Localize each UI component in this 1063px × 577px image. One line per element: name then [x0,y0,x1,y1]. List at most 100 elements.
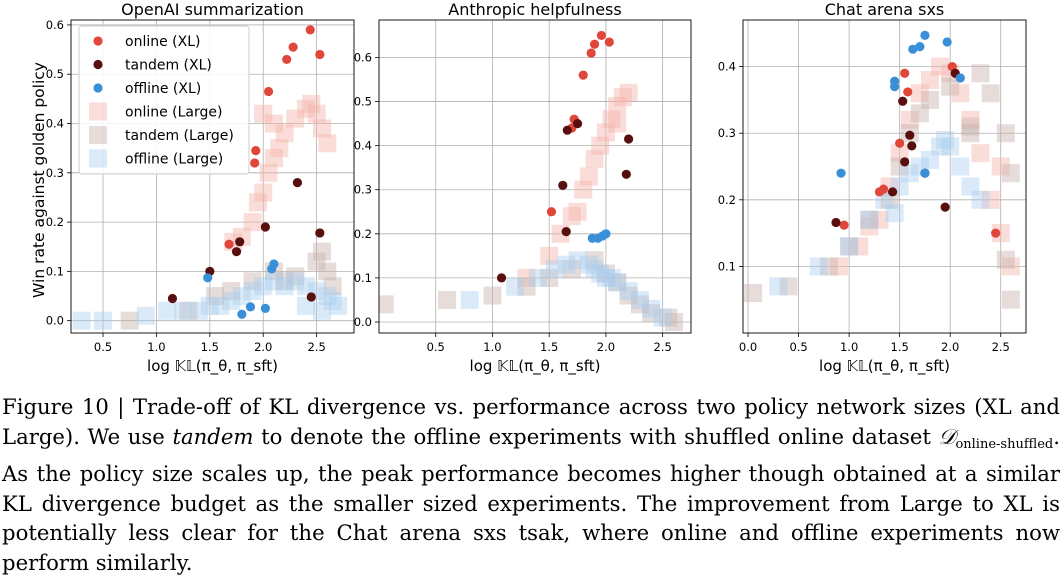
point-offline_large [328,296,347,315]
point-tandem_xl [292,178,302,188]
point-online_large [318,134,337,153]
x-tick-label: 2.5 [653,340,671,354]
point-online_large [971,144,990,163]
point-tandem_large [222,282,241,301]
point-tandem_large [206,287,225,306]
point-offline_large [602,268,621,287]
y-axis-label: Win rate against golden policy [30,62,48,298]
point-tandem_xl [621,169,631,179]
point-offline_large [840,237,859,256]
x-tick-label: 2.5 [307,340,325,354]
caption-dataset-subscript: online-shuffled [955,436,1054,452]
chart-title: Anthropic helpfulness [448,0,621,19]
x-tick-label: 2.0 [941,340,959,354]
y-tick-label: 0.2 [718,193,736,207]
point-tandem_xl [231,247,242,257]
point-tandem_large [540,268,559,287]
point-offline_large [619,282,638,301]
point-offline_large [608,273,627,292]
point-offline_xl [269,259,279,269]
point-offline_large [885,204,904,223]
point-offline_large [585,260,604,279]
point-offline_large [211,296,230,315]
point-tandem_xl [562,125,572,135]
point-tandem_large [120,311,139,330]
point-online_large [931,57,950,76]
point-tandem_xl [572,118,583,129]
point-tandem_xl [315,228,325,238]
point-offline_large [809,257,828,276]
point-offline_xl [955,73,965,83]
point-offline_large [72,311,91,330]
point-tandem_xl [907,141,917,151]
point-offline_large [630,290,649,309]
point-online_large [613,88,632,107]
point-offline_xl [237,309,247,319]
point-online_large [248,193,267,212]
point-online_xl [596,30,606,41]
chart-panel-3: 0.0 0.5 1.0 1.5 2.0 2.5 0.1 0.2 0.3 0.4 Chat arena… [718,0,1027,376]
point-offline_large [936,130,955,149]
data-marks [72,25,347,330]
caption-prefix: Figure 10 | Trade-off of KL divergence v… [2,394,1060,449]
point-online_large [860,217,879,236]
point-tandem_xl [496,273,507,283]
chart-title: Chat arena sxs [825,0,945,19]
y-tick-label: 0.4 [46,117,64,131]
point-offline_large [232,287,251,306]
y-tick-label: 0.1 [46,264,64,278]
point-online_large [243,213,262,232]
x-axis-label: log 𝕂𝕃(π_θ, π_sft) [819,357,950,376]
chart-panel-1: 0.5 1.0 1.5 2.0 2.5 0.0 0.1 0.2 0.3 0.4 0.5 0.6 Open… [46,0,355,376]
y-tick-label: 0.1 [354,271,372,285]
point-online_large [254,183,273,202]
point-tandem_large [941,77,960,96]
point-online_xl [282,54,292,65]
plot-frame [742,19,1027,334]
point-tandem_xl [624,134,634,144]
caption-dataset-symbol: 𝒟 [938,423,956,449]
point-offline_large [286,272,305,291]
point-offline_xl [920,168,930,178]
point-offline_large [296,277,315,296]
legend-marker-tandem_large [89,126,107,144]
figure-panels: 0.5 1.0 1.5 2.0 2.5 0.0 0.1 0.2 0.3 0.4 0.5 0.6 Open… [30,0,1027,376]
point-offline_large [190,301,209,320]
point-online_large [286,109,305,128]
point-online_large [302,94,321,113]
x-tick-label: 1.0 [147,340,165,354]
point-online_xl [578,70,588,80]
point-online_large [910,84,929,103]
point-offline_large [312,301,331,320]
point-online_large [991,157,1010,176]
point-tandem_large [961,124,980,143]
point-tandem_xl [900,157,910,167]
point-tandem_large [1001,164,1020,183]
point-tandem_large [1001,290,1020,309]
y-tick-label: 0.0 [354,315,372,329]
legend: online (XL) tandem (XL) offline (XL) online… [78,25,250,175]
x-tick-label: 1.5 [891,340,909,354]
legend-marker-online_large [89,102,107,121]
x-tick-label: 1.5 [201,340,219,354]
point-online_xl [250,158,260,168]
point-online_large [259,163,278,182]
plot-frame [70,19,355,334]
plot-frame [378,19,692,334]
point-online_xl [895,138,905,148]
y-tick-label: 0.1 [718,259,736,273]
point-tandem_large [630,295,649,314]
point-online_large [1001,257,1020,276]
point-tandem_xl [235,237,245,247]
point-online_xl [546,207,557,217]
point-tandem_large [438,290,457,309]
point-online_xl [224,239,234,249]
point-offline_large [591,264,610,283]
point-online_large [850,237,869,256]
point-tandem_xl [558,180,568,190]
legend-label: online (XL) [125,34,200,50]
point-tandem_large [664,312,683,331]
point-offline_large [951,157,970,176]
point-tandem_large [243,272,262,291]
point-online_large [296,99,315,118]
